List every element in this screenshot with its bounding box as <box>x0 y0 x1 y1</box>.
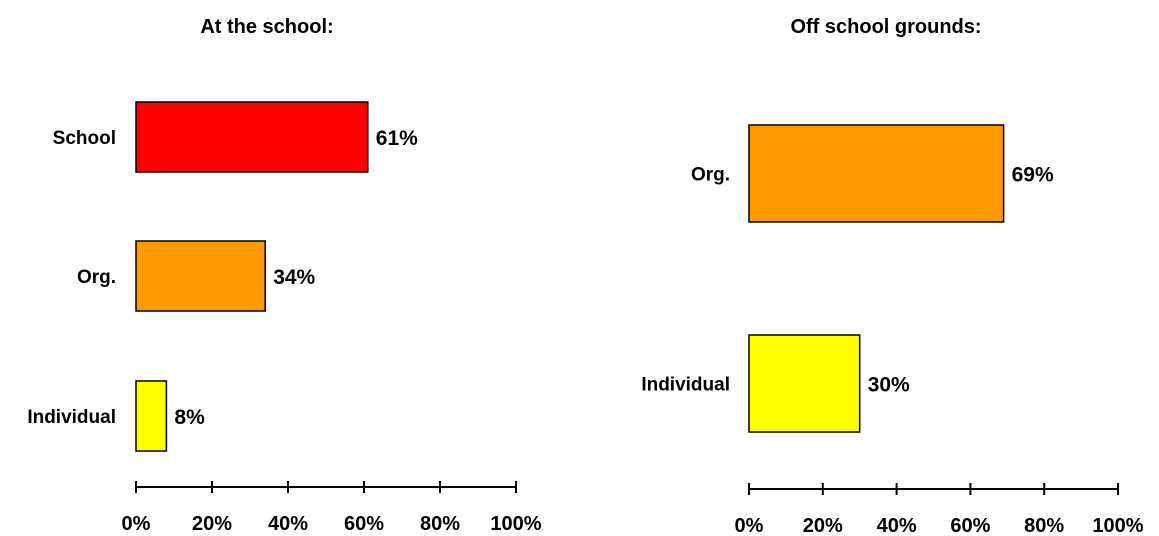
category-label-org: Org. <box>77 267 116 288</box>
value-label-org: 69% <box>1012 164 1054 187</box>
bar-individual <box>135 380 168 452</box>
x-tick-label: 100% <box>1092 515 1143 536</box>
x-tick-label: 80% <box>420 513 460 535</box>
value-label-org: 34% <box>273 266 315 289</box>
x-tick-label: 20% <box>803 515 843 536</box>
chart-title-1: At the school: <box>200 16 333 38</box>
x-tick-label: 0% <box>735 515 764 536</box>
x-tick-label: 80% <box>1024 515 1064 536</box>
chart-title-2: Off school grounds: <box>790 16 981 38</box>
bar-school <box>135 101 369 173</box>
category-label-individual: Individual <box>641 375 730 396</box>
category-label-school: School <box>53 128 116 149</box>
x-tick-label: 100% <box>490 513 541 535</box>
value-label-school: 61% <box>376 127 418 150</box>
x-tick-label: 60% <box>950 515 990 536</box>
x-tick-label: 20% <box>192 513 232 535</box>
x-tick-label: 60% <box>344 513 384 535</box>
category-label-org: Org. <box>691 165 730 186</box>
value-label-individual: 8% <box>174 406 205 429</box>
value-label-individual: 30% <box>868 374 910 397</box>
x-tick-label: 40% <box>268 513 308 535</box>
x-tick-label: 40% <box>877 515 917 536</box>
bar-org <box>748 124 1005 223</box>
bar-individual <box>748 334 861 433</box>
bar-org <box>135 240 266 312</box>
category-label-individual: Individual <box>27 407 116 428</box>
x-tick-label: 0% <box>122 513 151 535</box>
